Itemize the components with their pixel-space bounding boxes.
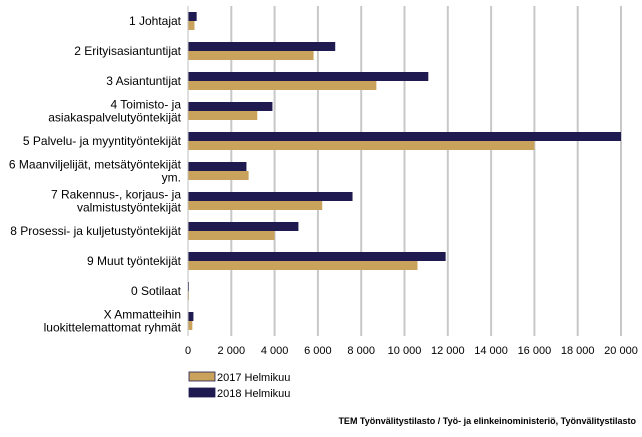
x-tick-label: 8 000	[347, 345, 375, 357]
x-tick-labels: 0 2 000 4 000 6 000 8 000 10 000 12 000 14 000 1…	[185, 345, 638, 357]
category-label-line: 1 Johtajat	[129, 14, 182, 28]
legend: 2017 Helmikuu 2018 Helmikuu	[188, 371, 290, 400]
category-label-line: 0 Sotilaat	[131, 284, 182, 298]
bar-2017-10	[188, 321, 193, 330]
legend-label: 2018 Helmikuu	[217, 388, 290, 400]
bar-2018-5	[188, 162, 247, 171]
x-tick-label: 6 000	[304, 345, 332, 357]
category-label-line: luokittelemattomat ryhmät	[44, 321, 182, 335]
bar-2017-6	[188, 201, 323, 210]
bar-2018-4	[188, 132, 621, 141]
bars	[188, 12, 621, 330]
source-note: TEM Työnvälitystilasto / Työ- ja elinkei…	[338, 416, 636, 426]
category-label: 1 Johtajat	[129, 14, 182, 28]
legend-swatch	[188, 387, 216, 398]
bar-2017-5	[188, 171, 249, 180]
bar-2017-4	[188, 141, 535, 150]
category-label: 4 Toimisto- ja asiakaspalvelutyöntekijät	[48, 98, 181, 125]
x-tick-label: 12 000	[431, 345, 465, 357]
category-label-line: 6 Maanviljelijät, metsätyöntekijät	[9, 158, 182, 172]
category-label: 0 Sotilaat	[131, 284, 182, 298]
x-tick-label: 4 000	[261, 345, 289, 357]
x-tick-label: 14 000	[474, 345, 508, 357]
bar-2017-2	[188, 81, 377, 90]
x-tick-label: 2 000	[218, 345, 246, 357]
category-label-line: 5 Palvelu- ja myyntityöntekijät	[23, 134, 182, 148]
bar-2017-0	[188, 21, 195, 30]
x-tick-label: 0	[185, 345, 191, 357]
bar-2018-1	[188, 42, 336, 51]
category-label-line: 2 Erityisasiantuntijat	[74, 44, 181, 58]
category-label-line: X Ammatteihin	[104, 308, 181, 322]
category-label-line: 9 Muut työntekijät	[87, 254, 182, 268]
bar-2017-1	[188, 51, 314, 60]
x-tick-label: 10 000	[388, 345, 422, 357]
bar-2018-8	[188, 252, 446, 261]
bar-2017-8	[188, 261, 418, 270]
category-label: 9 Muut työntekijät	[87, 254, 182, 268]
x-tick-label: 18 000	[561, 345, 595, 357]
gridlines	[230, 6, 622, 336]
category-label: 5 Palvelu- ja myyntityöntekijät	[23, 134, 182, 148]
category-label-line: 3 Asiantuntijat	[106, 74, 181, 88]
category-label: 7 Rakennus-, korjaus- ja valmistustyöntek…	[51, 188, 182, 215]
category-label-line: 4 Toimisto- ja	[111, 98, 182, 112]
bar-2017-7	[188, 231, 275, 240]
category-label-line: 8 Prosessi- ja kuljetustyöntekijät	[10, 224, 181, 238]
x-tick-label: 16 000	[518, 345, 552, 357]
bar-2018-6	[188, 192, 353, 201]
category-label: 3 Asiantuntijat	[106, 74, 181, 88]
bar-2018-7	[188, 222, 299, 231]
category-label-line: ym.	[162, 171, 181, 185]
bar-2018-0	[188, 12, 197, 21]
legend-swatch	[188, 371, 216, 382]
bar-2018-3	[188, 102, 273, 111]
bar-2017-3	[188, 111, 258, 120]
x-tick-label: 20 000	[604, 345, 638, 357]
category-label: 2 Erityisasiantuntijat	[74, 44, 181, 58]
category-label-line: asiakaspalvelutyöntekijät	[48, 111, 181, 125]
bar-2018-2	[188, 72, 429, 81]
legend-label: 2017 Helmikuu	[217, 372, 290, 384]
category-label: 6 Maanviljelijät, metsätyöntekijät ym.	[9, 158, 182, 185]
category-label-line: 7 Rakennus-, korjaus- ja	[51, 188, 181, 202]
category-labels: 1 Johtajat 2 Erityisasiantuntijat 3 Asiant…	[9, 14, 182, 335]
bar-2018-10	[188, 312, 194, 321]
category-label: 8 Prosessi- ja kuljetustyöntekijät	[10, 224, 181, 238]
category-label-line: valmistustyöntekijät	[77, 201, 182, 215]
category-label: X Ammatteihin luokittelemattomat ryhmät	[44, 308, 182, 335]
